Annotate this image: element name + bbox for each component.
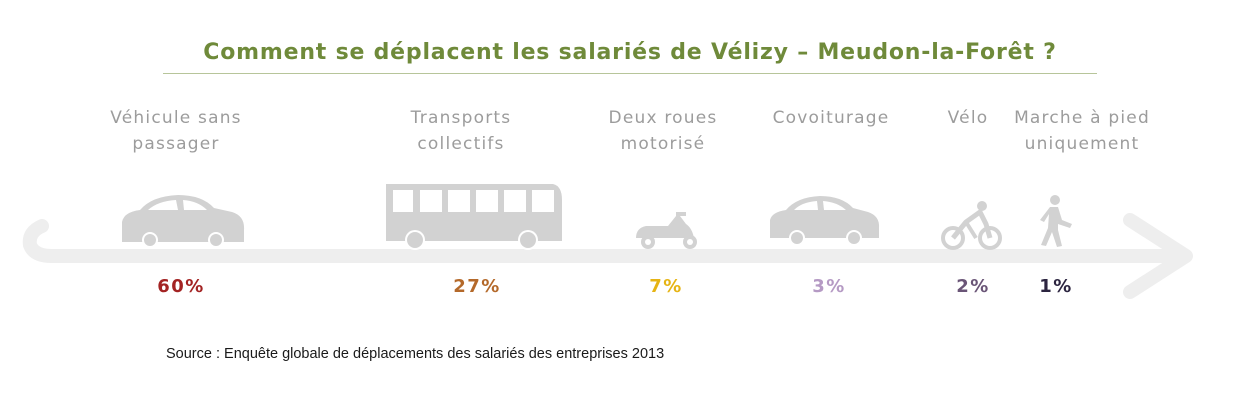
value-label: 7% xyxy=(649,276,683,297)
bicycle-icon xyxy=(941,201,1002,250)
category-label: Deux roues motorisé xyxy=(608,108,718,154)
value-label: 1% xyxy=(1039,276,1073,297)
carpool-icon xyxy=(770,196,880,246)
chart-title: Comment se déplacent les salariés de Vél… xyxy=(203,40,1057,65)
road-line xyxy=(22,219,1187,263)
value-label: 3% xyxy=(812,276,846,297)
category-label: Marche à pied uniquement xyxy=(1014,108,1150,154)
value-label: 27% xyxy=(453,276,501,297)
value-label: 60% xyxy=(157,276,205,297)
title-underline xyxy=(163,73,1097,74)
category-label: Véhicule sans passager xyxy=(110,108,242,154)
source-note: Source : Enquête globale de déplacements… xyxy=(166,346,665,362)
scooter-icon xyxy=(636,212,697,249)
pedestrian-icon xyxy=(1040,195,1072,247)
category-label: Vélo xyxy=(947,108,989,128)
bus-icon xyxy=(386,184,562,250)
category-label: Transports collectifs xyxy=(410,108,512,154)
car-icon xyxy=(122,195,245,248)
category-label: Covoiturage xyxy=(772,108,890,128)
value-label: 2% xyxy=(956,276,990,297)
arrow-head-icon xyxy=(1123,213,1193,299)
